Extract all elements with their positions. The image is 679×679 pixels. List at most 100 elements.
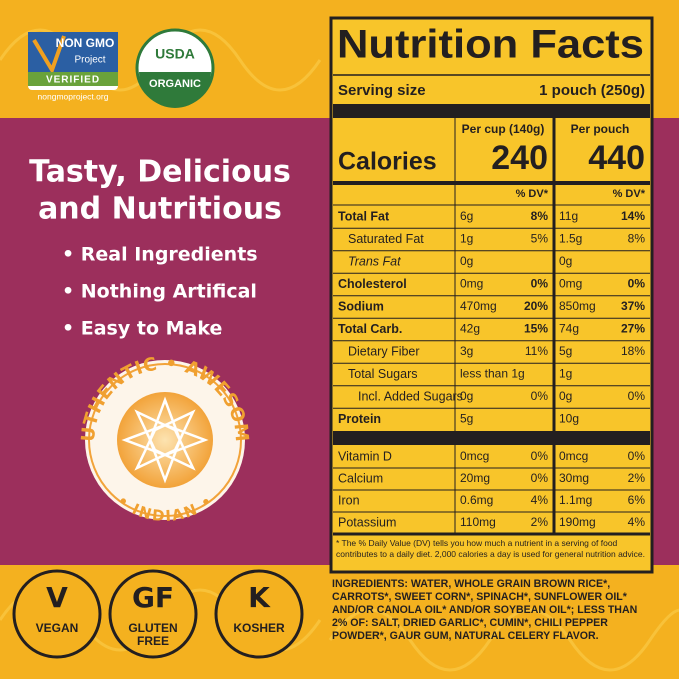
- diet-symbol: K: [248, 581, 271, 614]
- headline: and Nutritious: [38, 192, 282, 227]
- amount: 42g: [460, 322, 480, 336]
- label-frame: [329, 16, 654, 574]
- amount: 1g: [559, 367, 572, 381]
- footnote: * The % Daily Value (DV) tells you how m…: [336, 538, 646, 559]
- amount: 0g: [559, 254, 572, 268]
- amount: 0.6mg: [460, 493, 493, 507]
- nutrient-name: Protein: [338, 412, 381, 426]
- nutrient-name: Total Fat: [338, 209, 390, 223]
- nutrient-name: Trans Fat: [348, 254, 401, 268]
- nutrient-name: Sodium: [338, 299, 384, 313]
- nutrient-name: Dietary Fiber: [348, 344, 420, 358]
- daily-value: 0%: [628, 389, 646, 403]
- daily-value: 0%: [628, 277, 646, 291]
- serving-label: Serving size: [338, 82, 426, 99]
- diet-symbol: GF: [132, 581, 174, 614]
- amount: 0mg: [460, 277, 483, 291]
- badge-text: ORGANIC: [149, 78, 201, 90]
- amount: 10g: [559, 412, 579, 426]
- thick-bar: [333, 104, 650, 118]
- amount: 0g: [460, 254, 473, 268]
- amount: 0mg: [559, 277, 582, 291]
- daily-value: 4%: [531, 493, 549, 507]
- amount: 11g: [559, 209, 578, 223]
- bullet: • Easy to Make: [62, 318, 222, 340]
- amount: 190mg: [559, 515, 596, 529]
- badge-text: USDA: [155, 46, 195, 62]
- daily-value: 27%: [621, 322, 645, 336]
- non-gmo-badge: [28, 32, 118, 90]
- amount: 5g: [460, 412, 473, 426]
- seal-word: •: [164, 353, 179, 375]
- badge-text: Project: [74, 55, 105, 66]
- dv-header: % DV*: [613, 188, 646, 200]
- daily-value: 2%: [628, 471, 646, 485]
- label-title: Nutrition Facts: [337, 23, 644, 67]
- calories-label: Calories: [338, 148, 437, 176]
- amount: 0mcg: [460, 449, 489, 463]
- amount: 20mg: [460, 471, 490, 485]
- nutrient-name: Vitamin D: [338, 449, 392, 463]
- daily-value: 0%: [531, 389, 549, 403]
- daily-value: 20%: [524, 299, 548, 313]
- nutrient-name: Potassium: [338, 515, 396, 529]
- daily-value: 8%: [628, 232, 646, 246]
- nutrient-name: Total Sugars: [348, 367, 417, 381]
- calories-value: 440: [588, 139, 645, 177]
- diet-symbol: V: [46, 581, 68, 614]
- daily-value: 0%: [628, 449, 646, 463]
- daily-value: 11%: [525, 344, 548, 358]
- amount: 74g: [559, 322, 579, 336]
- bullet: • Real Ingredients: [62, 244, 258, 266]
- ingredients: INGREDIENTS: WATER, WHOLE GRAIN BROWN RI…: [332, 578, 638, 642]
- diet-label: VEGAN: [36, 621, 79, 635]
- nutrient-name: Calcium: [338, 471, 383, 485]
- diet-icon: [214, 569, 304, 659]
- nutrient-name: Cholesterol: [338, 277, 407, 291]
- amount: 1g: [460, 232, 473, 246]
- diet-icon: [12, 569, 102, 659]
- amount: 1.5g: [559, 232, 582, 246]
- amount: 0mcg: [559, 449, 588, 463]
- column-header: Per cup (140g): [462, 122, 545, 136]
- diet-label: KOSHER: [233, 621, 285, 635]
- nutrient-name: Incl. Added Sugars: [358, 389, 463, 403]
- usda-seal: [135, 28, 215, 108]
- amount: 30mg: [559, 471, 589, 485]
- daily-value: 0%: [531, 277, 549, 291]
- amount: less than 1g: [460, 367, 525, 381]
- nutrient-name: Iron: [338, 493, 360, 507]
- dv-header: % DV*: [516, 188, 549, 200]
- amount: 5g: [559, 344, 572, 358]
- daily-value: 5%: [531, 232, 549, 246]
- daily-value: 0%: [531, 449, 549, 463]
- calories-value: 240: [491, 139, 548, 177]
- badge-text: nongmoproject.org: [38, 91, 109, 101]
- daily-value: 14%: [621, 209, 645, 223]
- daily-value: 37%: [621, 299, 645, 313]
- daily-value: 8%: [531, 209, 549, 223]
- nutrient-name: Saturated Fat: [348, 232, 424, 246]
- amount: 0g: [460, 389, 473, 403]
- daily-value: 15%: [524, 322, 548, 336]
- column-header: Per pouch: [571, 122, 630, 136]
- serving-value: 1 pouch (250g): [539, 82, 645, 99]
- thick-bar: [333, 431, 650, 445]
- amount: 0g: [559, 389, 572, 403]
- nutrient-name: Total Carb.: [338, 322, 402, 336]
- amount: 470mg: [460, 299, 497, 313]
- amount: 110mg: [460, 515, 496, 529]
- daily-value: 4%: [628, 515, 646, 529]
- amount: 3g: [460, 344, 473, 358]
- bullet: • Nothing Artifical: [62, 281, 257, 303]
- amount: 1.1mg: [559, 493, 592, 507]
- diet-label: FREE: [137, 634, 169, 648]
- daily-value: 6%: [628, 493, 646, 507]
- badge-text: NON GMO: [56, 36, 115, 50]
- amount: 850mg: [559, 299, 596, 313]
- badge-text: VERIFIED: [46, 75, 100, 86]
- daily-value: 2%: [531, 515, 549, 529]
- authentic-seal: [85, 360, 245, 520]
